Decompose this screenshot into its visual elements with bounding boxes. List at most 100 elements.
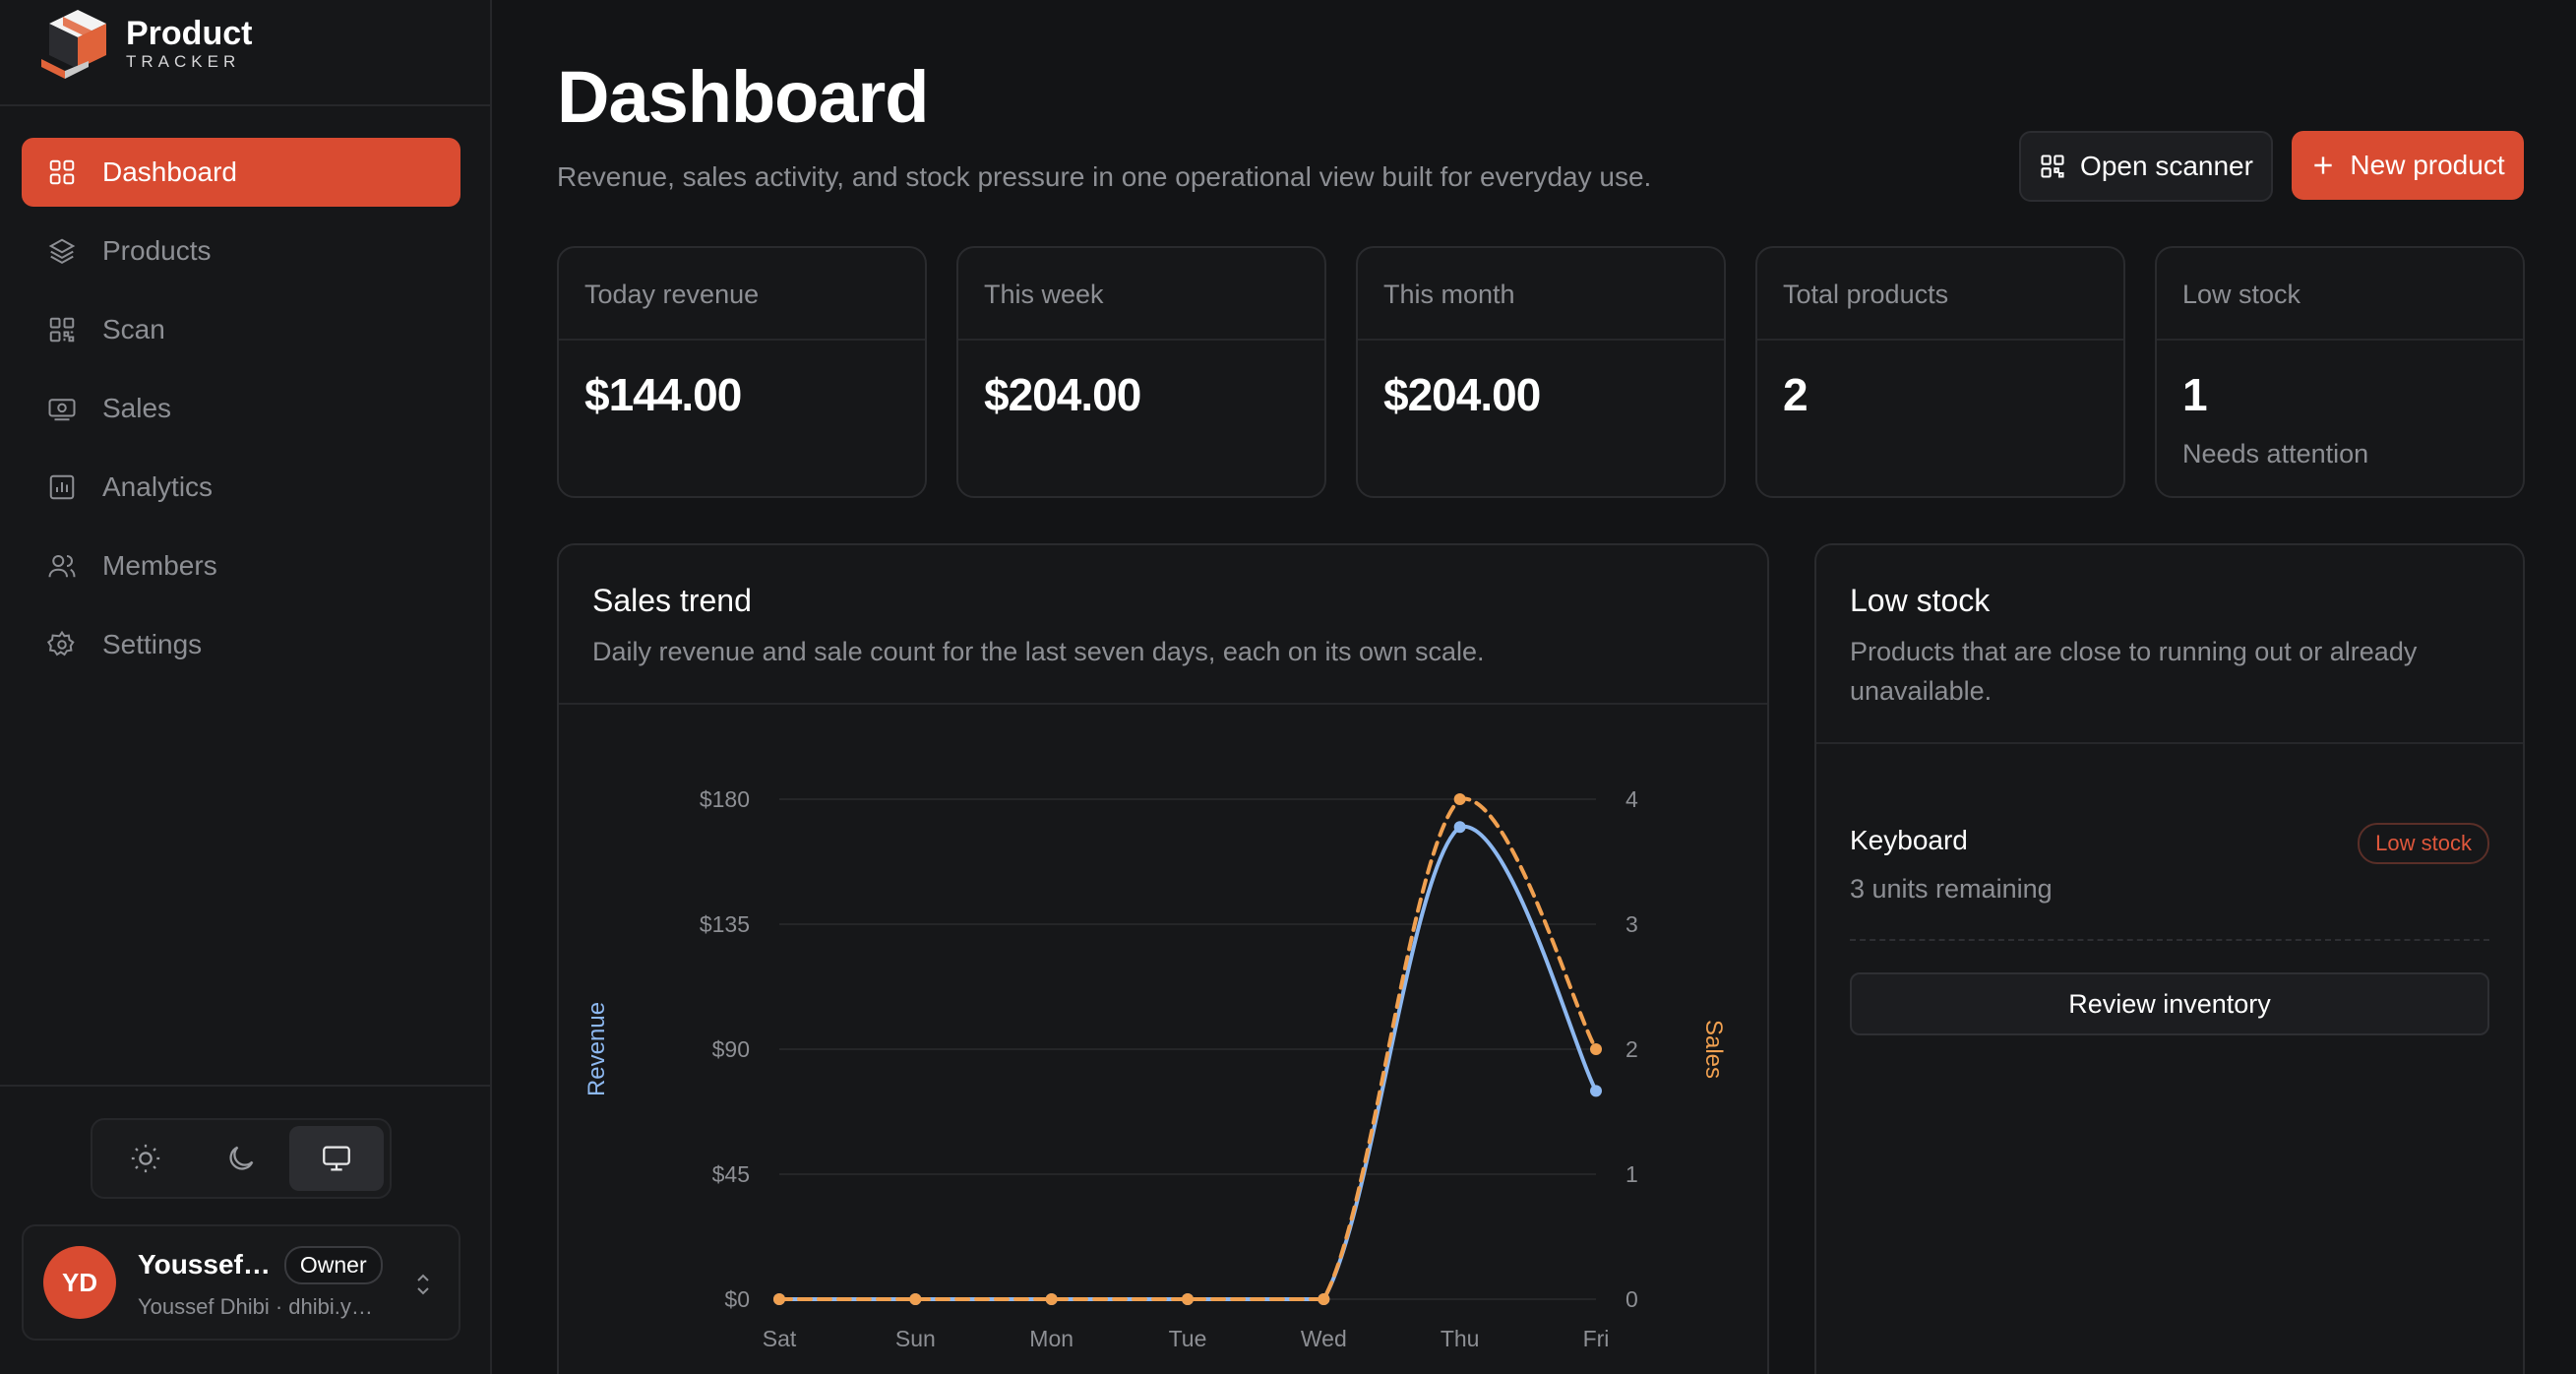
cube-logo-icon (41, 10, 106, 79)
stat-label: Today revenue (584, 280, 760, 309)
sidebar-item-products[interactable]: Products (22, 217, 460, 285)
data-point-sales (773, 1293, 785, 1305)
sidebar-item-settings[interactable]: Settings (22, 610, 460, 679)
user-email: Youssef Dhibi · dhibi.y… (138, 1293, 373, 1319)
stat-divider (1358, 339, 1724, 341)
theme-switcher (91, 1118, 392, 1199)
sales-trend-subtitle: Daily revenue and sale count for the las… (592, 637, 1485, 666)
stat-note: Needs attention (2182, 439, 2369, 468)
y-right-tick-label: 1 (1625, 1161, 1638, 1187)
x-tick-label: Sat (763, 1326, 797, 1351)
y-right-tick-label: 4 (1625, 786, 1638, 812)
sidebar-item-label: Analytics (102, 471, 214, 502)
data-point-sales (1590, 1043, 1602, 1055)
sidebar-item-label: Settings (102, 629, 203, 659)
sidebar-item-label: Members (102, 550, 217, 581)
y-tick-label: $45 (712, 1161, 750, 1187)
stat-value: $204.00 (984, 369, 1141, 420)
user-name: Youssef… (138, 1249, 271, 1280)
theme-system-button[interactable] (288, 1126, 384, 1191)
theme-dark-button[interactable] (194, 1126, 288, 1191)
stat-divider (559, 339, 925, 341)
stat-card-total-products: Total products 2 (1755, 246, 2125, 498)
open-scanner-button[interactable]: Open scanner (2019, 131, 2273, 202)
sidebar-divider (0, 1085, 490, 1087)
page-title: Dashboard (557, 56, 930, 138)
brand-tagline: TRACKER (126, 52, 241, 71)
brand-logo[interactable]: Product TRACKER (39, 4, 252, 83)
sales-trend-panel: Sales trend Daily revenue and sale count… (557, 543, 1769, 1374)
new-product-button[interactable]: New product (2292, 131, 2524, 200)
gear-icon (47, 630, 75, 656)
sidebar: Product TRACKER Dashboard Products Scan … (0, 0, 492, 1374)
x-tick-label: Sun (895, 1326, 936, 1351)
page-subtitle: Revenue, sales activity, and stock press… (557, 161, 1652, 192)
y-right-tick-label: 2 (1625, 1036, 1638, 1062)
sidebar-item-analytics[interactable]: Analytics (22, 453, 460, 522)
sidebar-item-dashboard[interactable]: Dashboard (22, 138, 460, 207)
y-tick-label: $135 (700, 911, 750, 937)
brand-name: Product (126, 15, 253, 52)
chevron-up-down-icon[interactable] (411, 1270, 435, 1299)
layers-icon (48, 238, 76, 265)
plus-icon (2314, 156, 2333, 174)
y-right-tick-label: 0 (1625, 1286, 1638, 1312)
low-stock-subtitle: Products that are close to running out o… (1850, 637, 2418, 706)
data-point-sales (1318, 1293, 1330, 1305)
y-tick-label: $180 (700, 786, 750, 812)
role-badge: Owner (283, 1245, 383, 1284)
sales-trend-title: Sales trend (592, 583, 752, 618)
stat-divider (2157, 339, 2523, 341)
sidebar-item-members[interactable]: Members (22, 531, 460, 600)
theme-light-button[interactable] (98, 1126, 193, 1191)
sidebar-nav: Dashboard Products Scan Sales Analytics … (22, 138, 460, 689)
users-icon (48, 555, 76, 578)
x-tick-label: Mon (1029, 1326, 1073, 1351)
stat-label: Total products (1783, 280, 1949, 309)
sidebar-item-label: Products (102, 235, 212, 266)
stat-value: 1 (2182, 369, 2208, 420)
sidebar-divider (0, 104, 490, 106)
stat-divider (958, 339, 1324, 341)
y-right-tick-label: 3 (1625, 911, 1638, 937)
series-line-sales (777, 796, 1598, 1301)
new-product-label: New product (2350, 150, 2505, 180)
data-point-sales (1045, 1293, 1058, 1305)
x-tick-label: Wed (1301, 1326, 1347, 1351)
data-point-sales (1453, 793, 1466, 805)
stat-value: $144.00 (584, 369, 742, 420)
qr-scan-icon (49, 317, 75, 343)
stat-divider (1757, 339, 2123, 341)
stat-card-today-revenue: Today revenue $144.00 (557, 246, 927, 498)
panel-divider (559, 703, 1767, 705)
low-stock-title: Low stock (1850, 583, 1991, 618)
qr-scan-icon (2041, 155, 2064, 178)
sidebar-item-sales[interactable]: Sales (22, 374, 460, 443)
stat-value: 2 (1783, 369, 1809, 420)
open-scanner-label: Open scanner (2080, 151, 2253, 181)
sales-trend-chart: $0 $45 $90 $135 $180 0 1 2 3 4 Sat Sun Mon Tue Wed Thu F… (583, 786, 1727, 1351)
sidebar-item-scan[interactable]: Scan (22, 295, 460, 364)
low-stock-item-remaining: 3 units remaining (1850, 874, 2053, 904)
avatar: YD (43, 1246, 116, 1319)
series-line-revenue (777, 825, 1598, 1301)
low-stock-item-name[interactable]: Keyboard (1850, 825, 1968, 855)
data-point-sales (909, 1293, 922, 1305)
stat-card-this-week: This week $204.00 (956, 246, 1326, 498)
monitor-icon (322, 1146, 350, 1171)
sun-icon (132, 1144, 160, 1173)
y-right-axis-label: Sales (1700, 1020, 1727, 1079)
stat-label: Low stock (2182, 280, 2301, 309)
stat-value: $204.00 (1383, 369, 1541, 420)
user-menu[interactable]: YD Youssef… Owner Youssef Dhibi · dhibi.… (22, 1224, 460, 1341)
status-badge: Low stock (2358, 823, 2489, 864)
x-tick-label: Thu (1441, 1326, 1480, 1351)
review-inventory-button[interactable]: Review inventory (1850, 972, 2489, 1035)
stat-card-this-month: This month $204.00 (1356, 246, 1726, 498)
y-tick-label: $0 (724, 1286, 750, 1312)
y-tick-label: $90 (712, 1036, 750, 1062)
data-point-revenue (1453, 821, 1466, 834)
stat-label: This month (1383, 280, 1515, 309)
sidebar-item-label: Scan (102, 314, 165, 344)
data-point-sales (1182, 1293, 1194, 1305)
